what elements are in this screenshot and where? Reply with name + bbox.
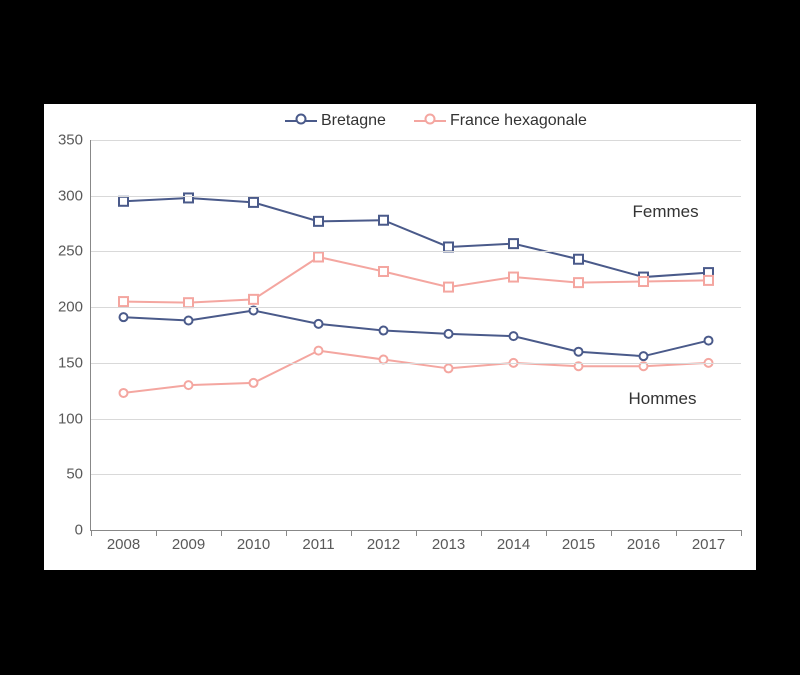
x-tick xyxy=(351,530,352,536)
series-marker xyxy=(509,239,518,248)
plot-area: 0501001502002503003502008200920102011201… xyxy=(90,140,741,531)
chart-area: BretagneFrance hexagonale 05010015020025… xyxy=(44,104,756,570)
legend-label: Bretagne xyxy=(321,112,386,130)
gridline xyxy=(91,307,741,308)
x-tick xyxy=(676,530,677,536)
x-tick xyxy=(546,530,547,536)
x-tick-label: 2013 xyxy=(432,530,465,553)
series-marker xyxy=(444,283,453,292)
x-tick-label: 2016 xyxy=(627,530,660,553)
series-marker xyxy=(445,330,453,338)
series-marker xyxy=(510,332,518,340)
legend-swatch xyxy=(414,114,446,128)
series-marker xyxy=(120,389,128,397)
x-tick xyxy=(156,530,157,536)
series-marker xyxy=(575,348,583,356)
series-marker xyxy=(574,278,583,287)
series-marker xyxy=(249,198,258,207)
x-tick xyxy=(286,530,287,536)
legend-item: France hexagonale xyxy=(414,112,587,130)
series-marker xyxy=(379,216,388,225)
series-marker xyxy=(445,364,453,372)
series-marker xyxy=(704,276,713,285)
legend: Bretagne France hexagonale xyxy=(285,112,587,130)
y-tick-label: 50 xyxy=(66,466,91,483)
series-marker xyxy=(705,337,713,345)
series-marker xyxy=(574,255,583,264)
series-line xyxy=(124,351,709,393)
x-tick-label: 2009 xyxy=(172,530,205,553)
gridline xyxy=(91,419,741,420)
y-tick-label: 0 xyxy=(75,522,91,539)
x-tick-label: 2010 xyxy=(237,530,270,553)
series-marker xyxy=(185,317,193,325)
legend-item: Bretagne xyxy=(285,112,386,130)
series-marker xyxy=(314,253,323,262)
x-tick-label: 2014 xyxy=(497,530,530,553)
gridline xyxy=(91,474,741,475)
series-marker xyxy=(379,267,388,276)
chart-lines-svg xyxy=(91,140,741,530)
gridline xyxy=(91,140,741,141)
series-marker xyxy=(380,327,388,335)
series-line xyxy=(124,257,709,303)
x-tick-label: 2008 xyxy=(107,530,140,553)
x-tick-label: 2015 xyxy=(562,530,595,553)
series-marker xyxy=(250,379,258,387)
series-marker xyxy=(119,297,128,306)
series-marker xyxy=(640,352,648,360)
series-line xyxy=(124,198,709,277)
series-marker xyxy=(315,347,323,355)
y-tick-label: 300 xyxy=(58,187,91,204)
y-tick-label: 350 xyxy=(58,132,91,149)
x-tick-label: 2017 xyxy=(692,530,725,553)
black-frame: BretagneFrance hexagonale 05010015020025… xyxy=(0,0,800,675)
x-tick xyxy=(611,530,612,536)
x-tick xyxy=(416,530,417,536)
x-tick xyxy=(481,530,482,536)
legend-label: France hexagonale xyxy=(450,112,587,130)
series-marker xyxy=(119,197,128,206)
x-tick-label: 2011 xyxy=(302,530,334,553)
gridline xyxy=(91,251,741,252)
series-marker xyxy=(444,242,453,251)
group-annotation: Hommes xyxy=(629,389,697,409)
x-tick xyxy=(91,530,92,536)
y-tick-label: 250 xyxy=(58,243,91,260)
series-line xyxy=(124,310,709,356)
series-marker xyxy=(639,277,648,286)
y-tick-label: 150 xyxy=(58,354,91,371)
gridline xyxy=(91,363,741,364)
group-annotation: Femmes xyxy=(633,202,699,222)
series-marker xyxy=(315,320,323,328)
series-marker xyxy=(185,381,193,389)
legend-swatch xyxy=(285,114,317,128)
gridline xyxy=(91,196,741,197)
series-marker xyxy=(184,298,193,307)
x-tick-label: 2012 xyxy=(367,530,400,553)
series-marker xyxy=(509,273,518,282)
x-tick xyxy=(221,530,222,536)
series-marker xyxy=(249,295,258,304)
y-tick-label: 200 xyxy=(58,299,91,316)
y-tick-label: 100 xyxy=(58,410,91,427)
x-tick xyxy=(741,530,742,536)
series-marker xyxy=(120,313,128,321)
series-marker xyxy=(314,217,323,226)
